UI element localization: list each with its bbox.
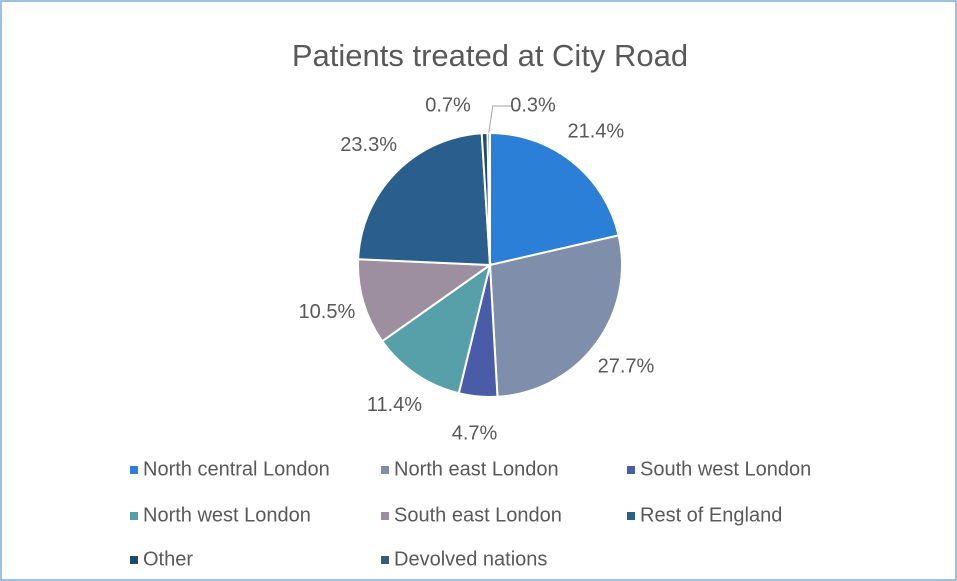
legend-marker <box>381 556 389 564</box>
legend-label: Devolved nations <box>394 548 547 570</box>
data-label: 4.7% <box>452 423 498 445</box>
pie-slice <box>380 262 492 395</box>
pie-slice <box>489 131 620 267</box>
legend-marker <box>627 512 635 520</box>
legend-marker <box>381 466 389 474</box>
legend-label: South east London <box>394 504 562 526</box>
chart-title: Patients treated at City Road <box>292 38 688 73</box>
legend-label: North central London <box>143 458 330 480</box>
leader-line <box>488 105 511 134</box>
pie-slice <box>488 234 623 398</box>
pie-slice <box>357 132 492 267</box>
legend-marker <box>130 512 138 520</box>
pie-slice <box>357 258 493 343</box>
legend-label: South west London <box>640 458 811 480</box>
data-label: 0.3% <box>510 94 556 116</box>
data-label: 10.5% <box>299 301 356 323</box>
data-label: 0.7% <box>425 94 471 116</box>
legend-label: North east London <box>394 458 559 480</box>
legend-marker <box>130 466 138 474</box>
data-label: 21.4% <box>568 120 625 142</box>
legend-label: Other <box>143 548 193 570</box>
legend-marker <box>627 466 635 474</box>
legend-label: Rest of England <box>640 504 782 526</box>
legend-label: North west London <box>143 504 311 526</box>
legend-marker <box>130 556 138 564</box>
legend-marker <box>381 512 389 520</box>
data-label: 23.3% <box>340 134 397 156</box>
data-label: 11.4% <box>367 394 422 416</box>
data-label: 27.7% <box>598 355 655 377</box>
